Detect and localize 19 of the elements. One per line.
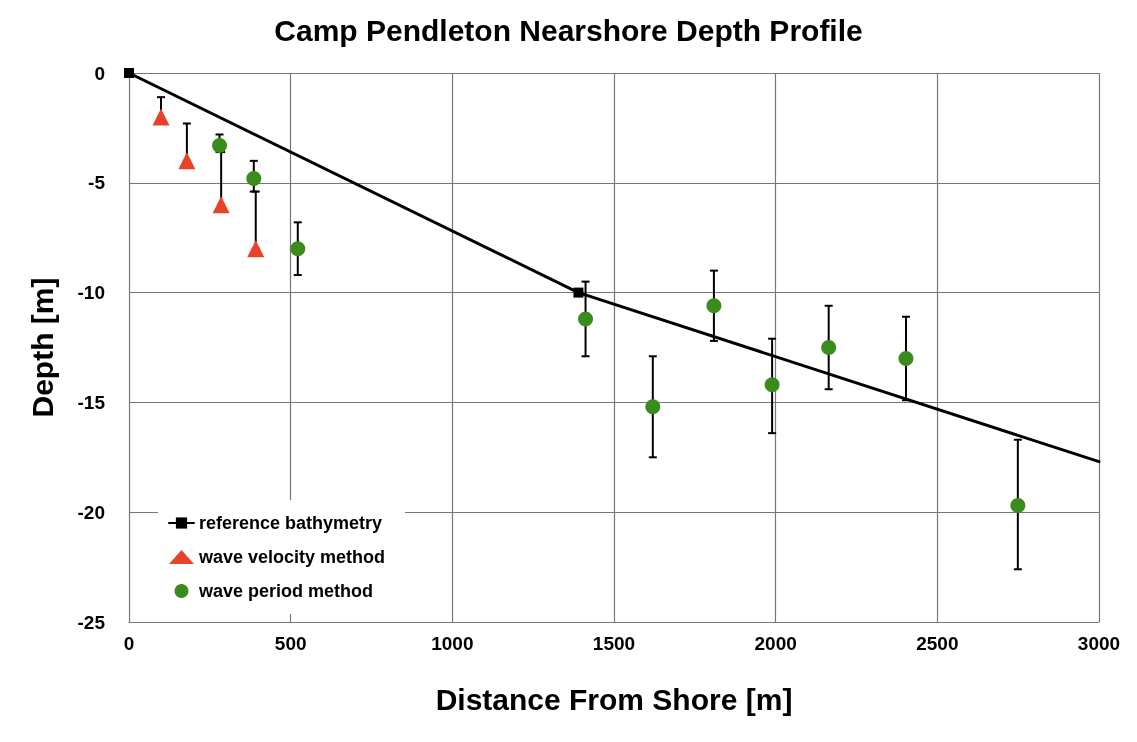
y-tick-label: -15 — [77, 391, 106, 413]
legend-label: wave period method — [198, 581, 374, 601]
x-tick-label: 2500 — [916, 633, 959, 654]
y-tick-label: -25 — [77, 611, 106, 633]
x-tick-label: 1500 — [592, 633, 636, 654]
x-tick-label: 3000 — [1077, 633, 1121, 654]
legend-label: wave velocity method — [198, 547, 386, 567]
y-tick-label: 0 — [94, 62, 105, 84]
x-tick-label: 0 — [123, 633, 135, 654]
y-tick-label: -10 — [77, 282, 105, 304]
x-axis-title: Distance From Shore [m] — [435, 682, 793, 716]
y-tick-label: -5 — [88, 172, 106, 194]
x-tick-label: 1000 — [431, 633, 474, 654]
x-tick-label: 2000 — [754, 633, 797, 654]
chart-title: Camp Pendleton Nearshore Depth Profile — [274, 13, 863, 47]
y-axis-title: Depth [m] — [25, 277, 59, 418]
y-tick-label: -20 — [77, 501, 105, 523]
legend-label: reference bathymetry — [199, 513, 383, 533]
x-tick-label: 500 — [274, 633, 307, 654]
